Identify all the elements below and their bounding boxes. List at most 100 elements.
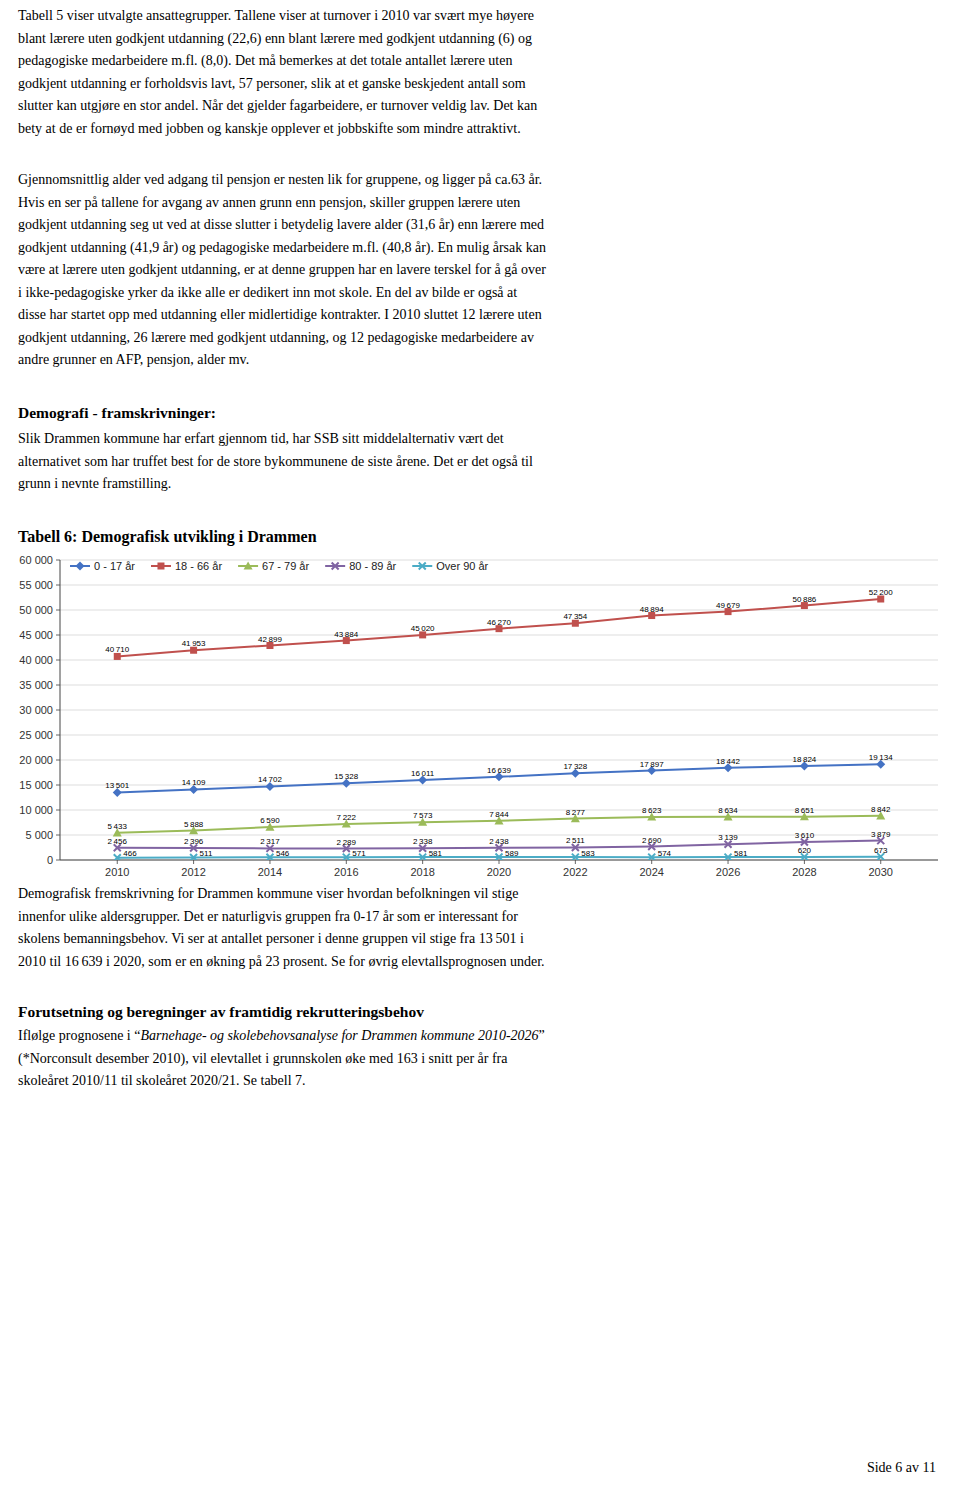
data-label: 8 277: [566, 807, 586, 816]
paragraph-line: i ikke-pedagogiske yrker da ikke alle er…: [18, 285, 517, 301]
data-label: 17 897: [640, 759, 664, 768]
y-tick: [56, 609, 60, 610]
data-label: 574: [658, 848, 672, 857]
legend-marker: [332, 562, 339, 569]
legend-item: 80 - 89 år: [325, 560, 396, 572]
page: Tabell 5 viser utvalgte ansattegrupper. …: [0, 0, 960, 1487]
data-label: 6 590: [260, 816, 280, 825]
y-tick-label: 0: [47, 854, 53, 866]
paragraph-line: Iflølge prognosene i “Barnehage- og skol…: [18, 1028, 545, 1044]
y-tick: [56, 709, 60, 710]
legend-item: 0 - 17 år: [70, 560, 135, 572]
data-label: 46 270: [487, 617, 511, 626]
data-label: 3 610: [795, 831, 815, 840]
data-label: 673: [874, 845, 888, 854]
paragraph-line: slutter kan utgjøre en stor andel. Når d…: [18, 98, 537, 114]
y-tick: [56, 559, 60, 560]
section-heading: Forutsetning og beregninger av framtidig…: [18, 1003, 424, 1021]
page-number: Side 6 av 11: [867, 1460, 936, 1476]
data-label: 2 690: [642, 835, 662, 844]
y-axis: [60, 560, 61, 860]
data-label: 14 109: [182, 778, 206, 787]
legend-marker: [157, 562, 164, 569]
data-label: 583: [581, 848, 595, 857]
data-label: 7 844: [489, 810, 509, 819]
chart-title: Tabell 6: Demografisk utvikling i Dramme…: [18, 528, 317, 546]
grid-line: [60, 609, 938, 610]
data-label: 41 953: [182, 639, 206, 648]
y-tick-label: 15 000: [19, 779, 53, 791]
paragraph-line: grunn i nevnte framstilling.: [18, 476, 171, 492]
data-label: 581: [734, 848, 748, 857]
data-label: 3 139: [718, 833, 738, 842]
x-tick: [422, 860, 423, 864]
data-label: 2 338: [413, 837, 433, 846]
data-label: 48 894: [640, 604, 664, 613]
paragraph-line: Demografisk fremskrivning for Drammen ko…: [18, 886, 518, 902]
point-marker: [572, 853, 579, 859]
data-label: 15 328: [334, 772, 358, 781]
x-tick-label: 2022: [563, 866, 587, 878]
data-label: 18 824: [792, 755, 816, 764]
y-tick-label: 20 000: [19, 754, 53, 766]
x-tick: [880, 860, 881, 864]
data-label: 8 651: [795, 805, 815, 814]
legend-label: Over 90 år: [436, 560, 488, 572]
grid-line: [60, 734, 938, 735]
data-label: 5 888: [184, 819, 204, 828]
y-tick-label: 5 000: [25, 829, 53, 841]
paragraph-line: skolens bemanningsbehov. Vi ser at antal…: [18, 931, 524, 947]
y-tick-label: 45 000: [19, 629, 53, 641]
series-line: [117, 599, 880, 656]
y-tick-label: 35 000: [19, 679, 53, 691]
plot-area: [113, 595, 885, 860]
data-label: 14 702: [258, 775, 282, 784]
y-tick-label: 55 000: [19, 579, 53, 591]
y-tick-label: 50 000: [19, 604, 53, 616]
x-tick: [804, 860, 805, 864]
x-tick: [728, 860, 729, 864]
x-tick-label: 2024: [639, 866, 663, 878]
paragraph-line: bety at de er fornøyd med jobben og kans…: [18, 121, 521, 137]
paragraph-line: Slik Drammen kommune har erfart gjennom …: [18, 431, 504, 447]
data-label: 7 573: [413, 811, 433, 820]
y-tick-label: 40 000: [19, 654, 53, 666]
y-tick: [56, 659, 60, 660]
paragraph-line: Hvis en ser på tallene for avgang av ann…: [18, 195, 520, 211]
paragraph-line: skoleåret 2010/11 til skoleåret 2020/21.…: [18, 1073, 306, 1089]
chart: 05 00010 00015 00020 00025 00030 00035 0…: [0, 546, 960, 882]
paragraph-line: andre grunner en AFP, pensjon, alder mv.: [18, 352, 249, 368]
x-tick-label: 2012: [181, 866, 205, 878]
x-tick: [269, 860, 270, 864]
y-tick: [56, 809, 60, 810]
data-label: 571: [352, 848, 366, 857]
data-label: 8 623: [642, 806, 662, 815]
data-label: 3 879: [871, 829, 891, 838]
data-label: 52 200: [869, 588, 893, 597]
legend-item: 18 - 66 år: [151, 560, 222, 572]
y-tick-label: 30 000: [19, 704, 53, 716]
point-marker: [419, 853, 426, 859]
text-span: Iflølge prognosene i “: [18, 1028, 140, 1043]
paragraph-line: være at lærere uten godkjent utdanning, …: [18, 262, 546, 278]
y-tick: [56, 859, 60, 860]
text-span: ”: [539, 1028, 545, 1043]
data-label: 546: [276, 849, 290, 858]
data-label: 42 899: [258, 634, 282, 643]
series-line: [117, 764, 880, 792]
data-label: 16 011: [411, 769, 435, 778]
x-tick-label: 2028: [792, 866, 816, 878]
y-tick: [56, 634, 60, 635]
grid-line: [60, 584, 938, 585]
point-marker: [343, 853, 350, 859]
data-label: 581: [429, 848, 443, 857]
data-label: 50 886: [792, 594, 816, 603]
data-label: 8 842: [871, 805, 891, 814]
data-label: 589: [505, 848, 519, 857]
data-label: 511: [200, 849, 213, 858]
y-tick-label: 10 000: [19, 804, 53, 816]
data-label: 40 710: [105, 645, 129, 654]
grid-line: [60, 709, 938, 710]
data-label: 2 511: [566, 836, 585, 845]
grid-line: [60, 634, 938, 635]
